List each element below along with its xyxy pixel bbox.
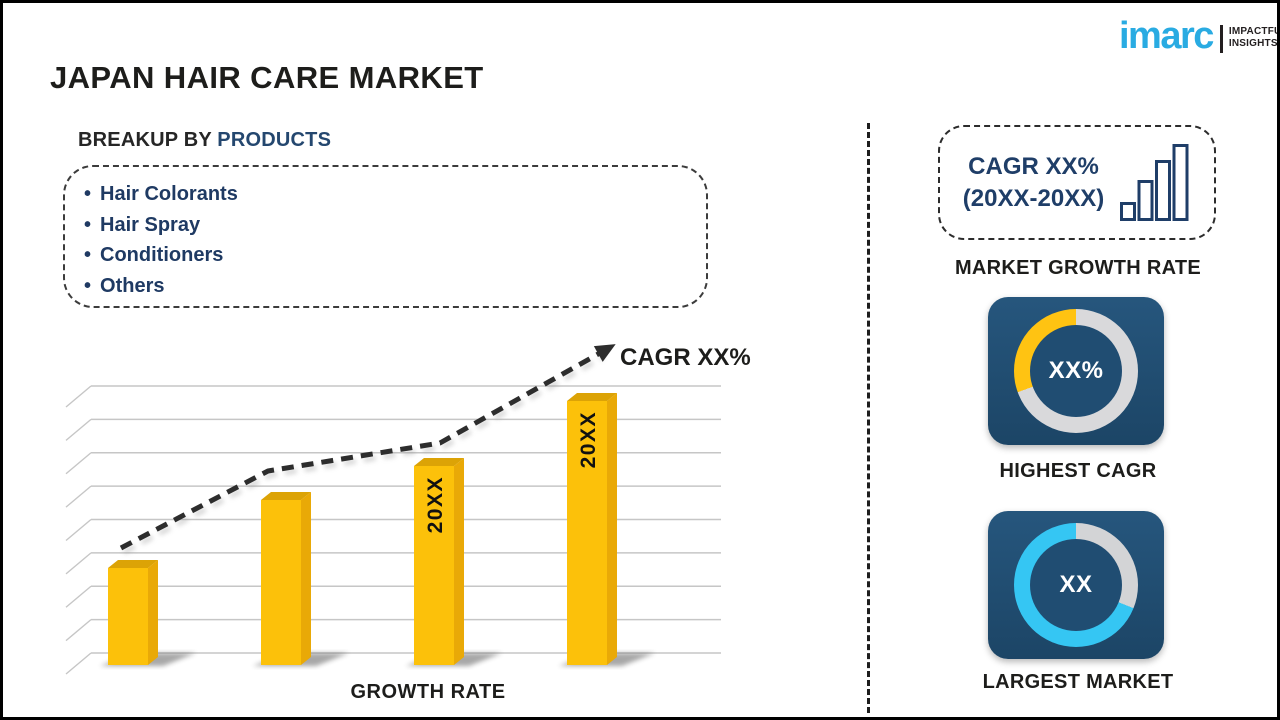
- list-item: • Hair Spray: [84, 210, 706, 241]
- product-item-label: Others: [100, 274, 165, 297]
- cagr-value: CAGR XX%: [968, 152, 1099, 180]
- highest-cagr-label: HIGHEST CAGR: [999, 460, 1157, 482]
- x-axis-label: GROWTH RATE: [350, 681, 506, 703]
- bullet-icon: •: [84, 183, 92, 205]
- section-divider: [867, 123, 870, 713]
- largest-market-card: XX: [988, 511, 1164, 659]
- largest-market-label: LARGEST MARKET: [982, 671, 1174, 693]
- list-item: • Others: [84, 271, 706, 302]
- bars: 20XX 20XX: [108, 393, 617, 665]
- trend-arrow: [119, 344, 616, 555]
- arrowhead-icon: [593, 344, 616, 362]
- largest-market-donut: XX: [1014, 523, 1138, 647]
- logo-divider: [1219, 25, 1223, 53]
- bullet-icon: •: [84, 213, 92, 236]
- product-list: • Hair Colorants • Hair Spray • Conditioner…: [65, 179, 706, 301]
- trend-arrow-label: CAGR XX%: [620, 344, 751, 371]
- market-growth-rate-box: CAGR XX% (20XX-20XX): [938, 125, 1216, 240]
- highest-cagr-card: XX%: [988, 297, 1164, 445]
- cagr-box-text: CAGR XX% (20XX-20XX): [963, 151, 1104, 214]
- logo-tagline-line2: INSIGHTS: [1228, 38, 1278, 49]
- bullet-icon: •: [84, 274, 92, 297]
- cagr-period: (20XX-20XX): [962, 184, 1105, 212]
- list-item: • Hair Colorants: [84, 179, 706, 210]
- growth-bars-icon: [1120, 143, 1189, 221]
- imarc-logo: imarc IMPACTFUL INSIGHTS: [1119, 15, 1278, 57]
- market-growth-rate-label: MARKET GROWTH RATE: [954, 257, 1202, 279]
- product-item-label: Conditioners: [100, 244, 224, 266]
- bar-year-label: 20XX: [424, 476, 447, 533]
- imarc-wordmark: imarc: [1119, 15, 1214, 57]
- breakup-heading: BREAKUP BY PRODUCTS: [78, 129, 331, 152]
- bullet-icon: •: [84, 244, 92, 266]
- logo-tagline-line1: IMPACTFUL: [1228, 26, 1277, 37]
- bar-year-label: 20XX: [577, 411, 600, 468]
- growth-rate-bar-chart: 20XX 20XX: [65, 344, 721, 675]
- page-title: JAPAN HAIR CARE MARKET: [50, 60, 484, 95]
- product-item-label: Hair Colorants: [100, 183, 238, 205]
- breakup-heading-highlight: PRODUCTS: [217, 129, 332, 151]
- highest-cagr-value: XX%: [1030, 325, 1122, 417]
- product-item-label: Hair Spray: [100, 213, 201, 236]
- breakup-heading-prefix: BREAKUP BY: [78, 129, 218, 151]
- list-item: • Conditioners: [84, 240, 706, 271]
- largest-market-value: XX: [1030, 539, 1122, 631]
- products-box: • Hair Colorants • Hair Spray • Conditioner…: [63, 165, 708, 308]
- logo-tagline: IMPACTFUL INSIGHTS: [1228, 26, 1278, 50]
- highest-cagr-donut: XX%: [1014, 309, 1138, 433]
